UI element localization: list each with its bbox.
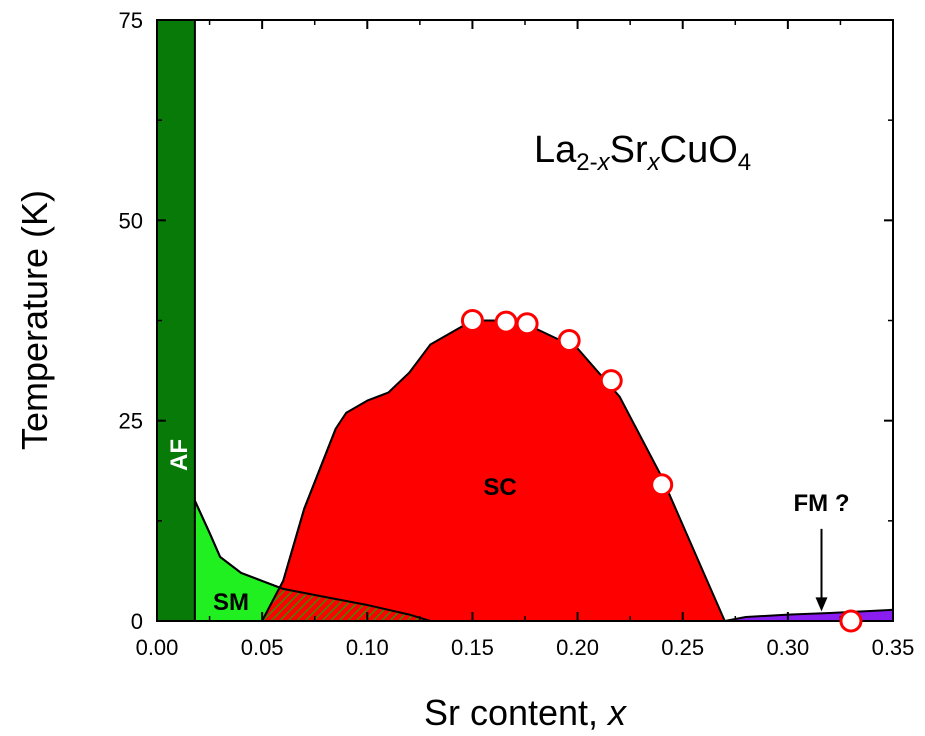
x-tick-label: 0.00 xyxy=(136,635,179,660)
sc-boundary-line xyxy=(261,428,337,621)
tc-points xyxy=(460,309,863,633)
y-tick-label: 50 xyxy=(119,208,143,233)
x-axis-title: Sr content, x xyxy=(424,692,628,733)
region-labels: AF SM SC FM ? xyxy=(166,439,849,616)
region-sc xyxy=(261,319,726,621)
tc-point xyxy=(557,329,581,353)
af-label: AF xyxy=(166,439,193,471)
fm-open-point xyxy=(839,609,863,633)
x-tick-label: 0.35 xyxy=(872,635,915,660)
formula-part: x xyxy=(647,149,661,176)
fm-annotation: FM ? xyxy=(794,490,850,517)
x-tick-label: 0.30 xyxy=(766,635,809,660)
formula-part: 2- xyxy=(576,149,597,176)
x-tick-label: 0.20 xyxy=(556,635,599,660)
tick-labels: 0.00 0.05 0.10 0.15 0.20 0.25 0.30 0.35 0 25 50 75 xyxy=(119,8,915,660)
y-axis-title: Temperature (K) xyxy=(14,190,55,450)
tc-point xyxy=(599,369,623,393)
tc-point xyxy=(460,309,484,332)
formula-part: x xyxy=(597,149,611,176)
tc-point xyxy=(515,312,539,336)
formula-part: La xyxy=(534,129,577,171)
formula-part: 4 xyxy=(738,149,751,176)
fm-arrow-head xyxy=(815,597,828,612)
formula-part: CuO xyxy=(660,129,738,171)
formula-part: Sr xyxy=(610,129,648,171)
y-tick-label: 0 xyxy=(131,609,143,634)
x-tick-label: 0.10 xyxy=(346,635,389,660)
region-fm xyxy=(723,608,893,621)
region-af xyxy=(157,20,196,621)
sm-label: SM xyxy=(213,589,249,616)
sm-boundary-line xyxy=(193,500,431,621)
tc-point xyxy=(650,473,674,497)
x-tick-label: 0.15 xyxy=(451,635,494,660)
sc-label: SC xyxy=(483,474,516,501)
chart-formula: La2-xSrxCuO4 xyxy=(534,129,751,176)
x-tick-label: 0.05 xyxy=(241,635,284,660)
y-tick-label: 25 xyxy=(119,409,143,434)
tc-point xyxy=(494,310,518,334)
y-tick-label: 75 xyxy=(119,8,143,33)
x-tick-label: 0.25 xyxy=(661,635,704,660)
